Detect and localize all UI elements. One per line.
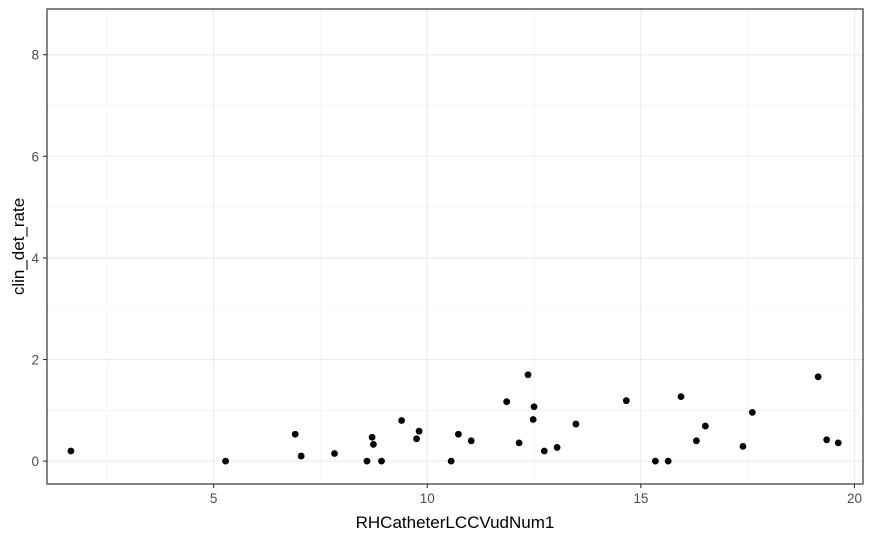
data-point [331, 450, 338, 457]
y-tick-label: 2 [31, 353, 39, 368]
data-point [530, 403, 538, 411]
data-point [455, 430, 462, 438]
data-point [677, 393, 685, 401]
y-tick-label: 6 [31, 149, 39, 164]
data-point [447, 457, 455, 465]
y-axis: 0 2 4 6 8 [31, 48, 47, 469]
data-point [368, 433, 376, 441]
data-point [540, 447, 548, 455]
y-axis-title: clin_det_rate [9, 198, 28, 295]
data-point [291, 430, 299, 438]
x-tick-label: 10 [420, 491, 435, 506]
data-point [814, 373, 822, 381]
data-point [651, 457, 659, 465]
data-point [467, 437, 475, 445]
data-point [553, 444, 561, 451]
minor-gridlines [47, 9, 863, 484]
data-point [524, 371, 532, 379]
data-point [222, 457, 229, 465]
data-point [378, 457, 385, 465]
data-point [515, 439, 523, 447]
x-tick-label: 15 [633, 491, 648, 506]
y-tick-label: 0 [31, 454, 39, 469]
y-tick-label: 4 [31, 251, 39, 266]
data-point [664, 457, 672, 465]
data-point [748, 408, 756, 416]
data-point [67, 447, 75, 455]
data-point [503, 398, 511, 406]
data-point [622, 397, 630, 405]
data-point [739, 443, 747, 450]
major-gridlines [47, 9, 863, 484]
x-tick-label: 5 [210, 491, 218, 506]
data-point [363, 457, 371, 465]
data-point [413, 435, 420, 443]
x-axis: 5 10 15 20 [210, 484, 862, 506]
data-point [701, 422, 709, 430]
data-point [415, 427, 423, 435]
data-point [297, 452, 305, 460]
data-point [370, 440, 377, 448]
data-point [398, 417, 405, 424]
y-tick-label: 8 [31, 48, 39, 63]
data-point [823, 436, 831, 444]
data-point [692, 437, 700, 445]
data-point [572, 420, 580, 428]
data-point [834, 439, 842, 447]
x-axis-title: RHCatheterLCCVudNum1 [356, 513, 555, 532]
data-point [529, 416, 537, 423]
data-points [67, 371, 842, 465]
x-tick-label: 20 [847, 491, 862, 506]
panel-border [46, 8, 864, 485]
